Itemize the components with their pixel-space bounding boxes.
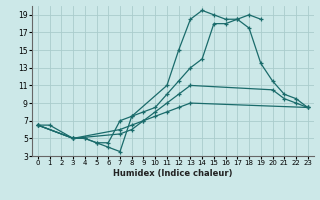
- X-axis label: Humidex (Indice chaleur): Humidex (Indice chaleur): [113, 169, 233, 178]
